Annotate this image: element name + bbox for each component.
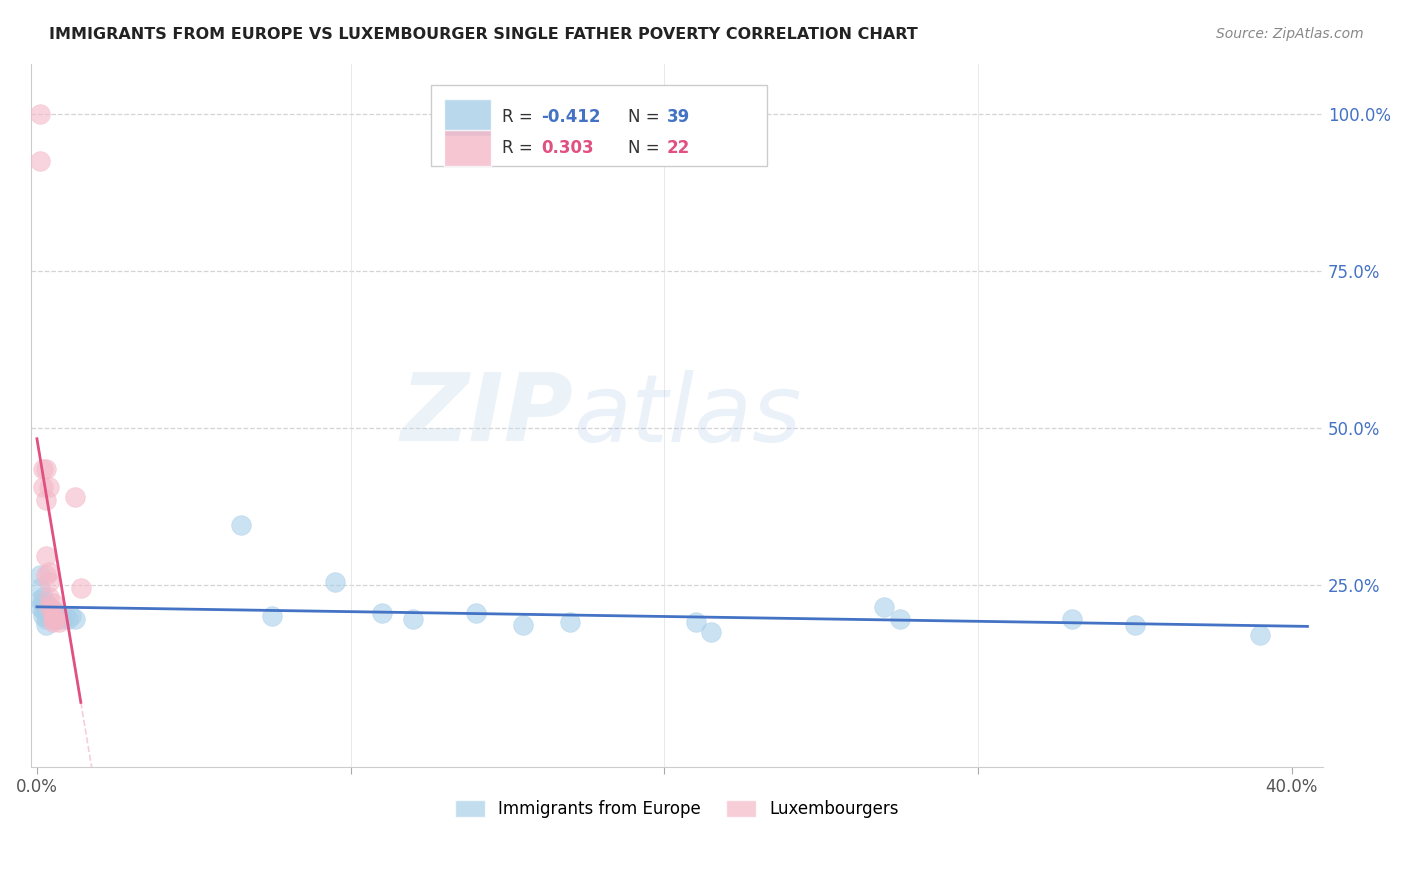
Point [41, 603, 63, 617]
Point [35, 612, 58, 626]
Point [53, 609, 76, 624]
Point [35, 493, 58, 508]
Point [402, 612, 425, 626]
Point [48, 609, 70, 624]
Point [35, 618, 58, 632]
Point [1123, 618, 1146, 632]
Point [32, 597, 55, 611]
Point [32, 480, 55, 494]
Point [45, 612, 67, 626]
FancyBboxPatch shape [444, 99, 491, 136]
Point [889, 612, 911, 626]
Point [32, 461, 55, 475]
Point [512, 618, 534, 632]
Point [48, 615, 70, 630]
Point [38, 480, 60, 494]
Point [45, 606, 67, 620]
Point [38, 591, 60, 605]
Point [41, 615, 63, 630]
Point [32, 609, 55, 624]
Point [35, 461, 58, 475]
Point [465, 606, 488, 620]
FancyBboxPatch shape [444, 130, 491, 167]
Point [51, 612, 73, 626]
Point [700, 624, 723, 639]
Text: R =: R = [502, 109, 538, 127]
Point [685, 615, 707, 630]
Point [262, 609, 284, 624]
Text: Source: ZipAtlas.com: Source: ZipAtlas.com [1216, 27, 1364, 41]
Point [28, 154, 51, 169]
Text: 22: 22 [666, 139, 690, 157]
Point [323, 574, 346, 589]
Point [28, 568, 51, 582]
Point [35, 597, 58, 611]
Text: 39: 39 [666, 109, 690, 127]
Point [28, 599, 51, 614]
Point [28, 581, 51, 595]
Point [69, 581, 91, 595]
FancyBboxPatch shape [432, 85, 768, 166]
Text: -0.412: -0.412 [541, 109, 600, 127]
Point [38, 599, 60, 614]
Point [38, 574, 60, 589]
Point [32, 591, 55, 605]
Point [35, 603, 58, 617]
Point [41, 612, 63, 626]
Text: R =: R = [502, 139, 538, 157]
Point [38, 609, 60, 624]
Point [41, 609, 63, 624]
Text: 0.303: 0.303 [541, 139, 593, 157]
Point [35, 549, 58, 564]
Point [45, 612, 67, 626]
Point [41, 597, 63, 611]
Point [63, 612, 86, 626]
Text: IMMIGRANTS FROM EUROPE VS LUXEMBOURGER SINGLE FATHER POVERTY CORRELATION CHART: IMMIGRANTS FROM EUROPE VS LUXEMBOURGER S… [49, 27, 918, 42]
Point [28, 593, 51, 607]
Point [28, 107, 51, 121]
Point [371, 606, 394, 620]
Text: N =: N = [627, 139, 665, 157]
Legend: Immigrants from Europe, Luxembourgers: Immigrants from Europe, Luxembourgers [449, 794, 905, 825]
Point [1062, 612, 1084, 626]
Point [560, 615, 582, 630]
Point [58, 612, 80, 626]
Point [38, 599, 60, 614]
Point [229, 518, 252, 533]
Point [38, 565, 60, 579]
Point [873, 599, 896, 614]
Point [60, 609, 83, 624]
Point [35, 568, 58, 582]
Point [41, 603, 63, 617]
Text: ZIP: ZIP [401, 369, 574, 461]
Point [63, 490, 86, 504]
Text: atlas: atlas [574, 370, 801, 461]
Text: N =: N = [627, 109, 665, 127]
Point [41, 609, 63, 624]
Point [32, 603, 55, 617]
Point [1249, 628, 1271, 642]
